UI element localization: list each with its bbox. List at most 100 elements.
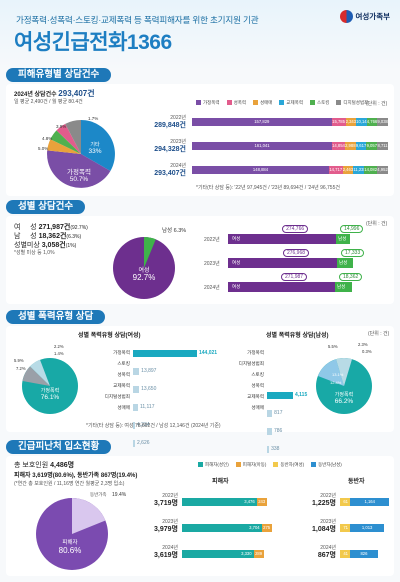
bar-inner-label: 남성 — [338, 260, 348, 265]
pie-pct-other: 33% — [88, 148, 101, 155]
bar-segment: 3,330 — [182, 550, 254, 558]
pie-pct-family: 19.4% — [112, 492, 127, 498]
bar-category-label: 가정폭력 — [113, 350, 130, 355]
pie-pct-sexual: 5.0% — [38, 146, 48, 151]
pie-pct: 5.5% — [328, 344, 338, 349]
s3-female-bars: 가정폭력 144,021 스토킹 13,897 성폭력 13,650 교제폭력 11,117 디… — [6, 326, 394, 447]
legend-item: 동반자(남성) — [311, 462, 342, 468]
s1-legend: 가정폭력 성폭력 성매매 교제폭력 스토킹 디지털성범죄 — [196, 100, 368, 106]
bar-inner-label: 여성 — [232, 284, 241, 289]
bar-total: 3,719명 — [154, 500, 178, 507]
s2-year-label: 2023년 — [204, 261, 220, 267]
pie-label-other: 기타 — [90, 141, 100, 148]
ministry-name: 여성가족부 — [355, 12, 391, 21]
s2-female-value: 276,968 — [282, 249, 310, 257]
pie-label: 가정폭력 — [41, 387, 59, 394]
bar: 338 — [267, 446, 279, 453]
pie-slice-stalking — [56, 123, 81, 154]
pie-pct: 1.4% — [54, 351, 64, 356]
bar-total: 1,084명 — [312, 526, 336, 533]
s2-male-bar: 남성 — [336, 258, 354, 268]
bar-segment: 8,711 — [377, 142, 388, 150]
bar-category-label: 스토킹 — [117, 361, 130, 366]
s2-male-bar: 남성 — [334, 282, 353, 292]
s1-sub: 일 평균 2,490건 / 월 평균 80.4건 — [14, 99, 83, 105]
pie-slice-other — [22, 366, 50, 386]
bar: 4,115 — [267, 392, 307, 399]
bar-value: 13,650 — [141, 386, 157, 392]
pie-pct-digital: 1.7% — [88, 116, 98, 121]
pie-slice-digital — [65, 120, 81, 154]
section2-panel: 여 성 271,987건(92.7%) 남 성 18,362건(6.3%) 성별… — [6, 216, 394, 304]
s3-right-title: 성별 폭력유형 상담(남성) — [266, 333, 329, 339]
bar-segment: 3,704 — [182, 524, 262, 532]
pie-pct: 2.2% — [54, 344, 64, 349]
legend-item: 교제폭력 — [279, 100, 303, 106]
s4-family-title: 동반자 — [348, 479, 365, 485]
bar-segment: 826 — [350, 550, 378, 558]
pie-pct: 7.2% — [16, 366, 26, 371]
s2-note: *성별 미상 등 1,0% — [14, 250, 55, 256]
pie-slice-small — [30, 359, 50, 386]
s1-unit: (단위 : 건) — [366, 101, 388, 107]
bar-category-label: 성매매 — [117, 405, 130, 410]
pie-pct-dating: 4.8% — [42, 136, 52, 141]
s2-unknown-line: 성별미상 3,058건(1%) — [14, 242, 77, 249]
pie-pct: 0.3% — [362, 349, 372, 354]
bar-category-label: 디지털성범죄 — [238, 361, 264, 366]
bar-value: 11,117 — [139, 404, 155, 410]
bar: 817 — [267, 410, 283, 417]
bar-segment: 275 — [261, 524, 272, 532]
bar-segment: 14,854 — [332, 142, 345, 150]
pie-label-female: 여성 — [138, 266, 149, 274]
s1-pie-chart: 가정폭력 50.7% 기타 33% 5.0% 4.8% 3.9% 1.7% — [38, 116, 115, 188]
bar: 4,234 — [133, 422, 150, 429]
bar-category-label: 스토킹 — [251, 372, 264, 377]
stacked-bar: 71 1,013 — [340, 524, 385, 532]
bar-year-label: 2022년 — [162, 493, 178, 499]
bar-category-label: 성폭력 — [251, 383, 264, 388]
bar-segment: 14,082 — [364, 166, 378, 174]
bar-total: 3,979명 — [154, 526, 178, 533]
bar-year-label: 2024년 — [162, 545, 178, 551]
bar-inner-label: 남성 — [336, 284, 346, 289]
bar-year-label: 2024년 — [320, 545, 336, 551]
bar-value: 13,897 — [141, 368, 157, 374]
pie-slice-other — [81, 120, 115, 171]
bar-value: 4,234 — [137, 422, 150, 428]
emblem-icon — [339, 10, 353, 23]
bar-segment: 4,952 — [377, 166, 388, 174]
legend-item: 동반자(여성) — [273, 462, 304, 468]
section4-heading: 긴급피난처 입소현황 — [6, 440, 112, 454]
pie-pct: 12.4% — [330, 380, 342, 385]
s2-male-line: 남 성 18,362건(6.3%) — [14, 233, 82, 240]
pie-pct: 5.9% — [14, 358, 24, 363]
pie-slice-dating — [50, 130, 81, 154]
pie-slice-sexual — [47, 139, 81, 154]
bar-segment: 1,164 — [350, 498, 390, 506]
s2-female-bar: 여성 — [228, 234, 337, 244]
pie-pct: 66.2% — [335, 398, 354, 405]
s3-note: *기타(타 상담 등): 여성 78,892건 / 남성 12,146건 (20… — [86, 423, 221, 429]
s4-victim-title: 피해자 — [212, 479, 229, 485]
s2-female-value: 271,987 — [280, 273, 308, 281]
bar-segment: 14,717 — [328, 166, 343, 174]
bar-value: 4,115 — [295, 392, 308, 398]
bar-segment: 71 — [340, 524, 350, 532]
bar-year-label: 2022년 — [320, 493, 336, 499]
pie-label-victim: 피해자 — [62, 538, 77, 546]
pie-label-domestic: 가정폭력 — [67, 167, 91, 176]
s2-male-bar: 남성 — [336, 234, 351, 244]
section3-panel: 성별 폭력유형 상담(여성) 성별 폭력유형 상담(남성) (단위 : 건) 가… — [6, 326, 394, 489]
bar-segment: 2,343 — [345, 118, 357, 126]
bar-category-label: 디지털성범죄 — [104, 394, 130, 399]
bar-segment: 10,142 — [356, 118, 367, 126]
s2-male-value: 18,362 — [338, 273, 363, 281]
page-title: 여성긴급전화1366 — [14, 31, 172, 54]
bar-segment: 1,013 — [350, 524, 385, 532]
pie-label-family: 동반가족 — [90, 491, 107, 498]
s2-pie-chart: 여성 92.7% 남성 6.3% — [113, 226, 186, 299]
bar-segment: 4,766 — [366, 118, 378, 126]
bar: 144,021 — [133, 350, 217, 357]
